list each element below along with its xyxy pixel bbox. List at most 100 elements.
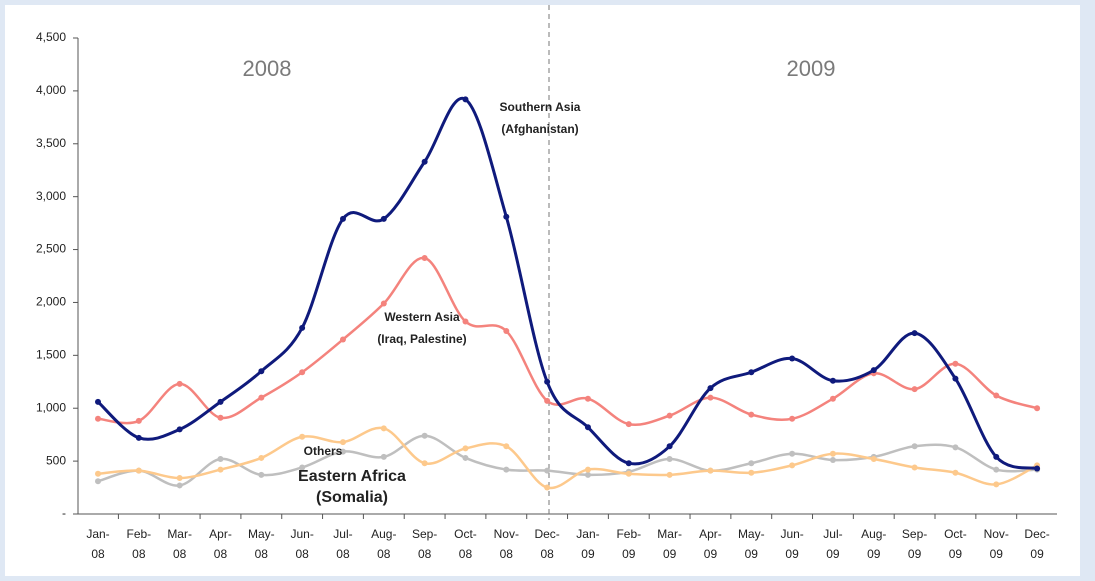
data-point xyxy=(135,467,142,474)
data-point xyxy=(380,425,387,432)
data-point xyxy=(544,467,551,474)
series-line xyxy=(97,434,1038,487)
data-point xyxy=(299,369,306,376)
x-tick-label: May-08 xyxy=(248,527,275,561)
data-point xyxy=(339,448,346,455)
data-point xyxy=(421,432,428,439)
data-point xyxy=(217,455,224,462)
data-point xyxy=(462,445,469,452)
data-point xyxy=(789,415,796,422)
data-point xyxy=(829,377,836,384)
data-point xyxy=(748,411,755,418)
data-point xyxy=(503,443,510,450)
x-tick-label: Aug-08 xyxy=(371,527,396,561)
x-tick-label: Sep-08 xyxy=(412,527,437,561)
data-point xyxy=(380,453,387,460)
x-tick-label: Sep-09 xyxy=(902,527,927,561)
y-tick-label: 1,000 xyxy=(36,400,66,414)
data-point xyxy=(299,464,306,471)
data-point xyxy=(870,455,877,462)
data-point xyxy=(911,386,918,393)
data-point xyxy=(789,450,796,457)
data-point xyxy=(952,469,959,476)
data-point xyxy=(993,453,1000,460)
data-point xyxy=(666,412,673,419)
data-point xyxy=(789,355,796,362)
data-point xyxy=(503,213,510,220)
data-point xyxy=(380,215,387,222)
year-label: 2008 xyxy=(243,56,292,81)
x-tick-label: Jun-09 xyxy=(780,527,803,561)
data-point xyxy=(421,158,428,165)
data-point xyxy=(584,395,591,402)
x-tick-label: Jul-09 xyxy=(823,527,842,561)
data-point xyxy=(748,369,755,376)
x-tick-label: Mar-08 xyxy=(167,527,192,561)
data-point xyxy=(666,443,673,450)
plot-background xyxy=(5,5,1080,576)
data-point xyxy=(829,457,836,464)
data-point xyxy=(911,330,918,337)
data-point xyxy=(176,482,183,489)
data-point xyxy=(176,475,183,482)
x-tick-label: Jan-08 xyxy=(86,527,109,561)
y-tick-label: 2,500 xyxy=(36,242,66,256)
data-point xyxy=(380,300,387,307)
x-tick-label: Mar-09 xyxy=(657,527,682,561)
series-label: Southern Asia (Afghanistan) xyxy=(500,100,581,136)
data-point xyxy=(176,426,183,433)
x-tick-label: Nov-08 xyxy=(494,527,519,561)
data-point xyxy=(217,398,224,405)
data-point xyxy=(462,454,469,461)
data-point xyxy=(176,380,183,387)
series-label: Eastern Africa (Somalia) xyxy=(298,468,406,506)
data-point xyxy=(95,398,101,405)
data-point xyxy=(625,421,632,428)
data-point xyxy=(217,414,224,421)
data-point xyxy=(135,417,142,424)
x-tick-label: Feb-08 xyxy=(126,527,151,561)
data-point xyxy=(748,469,755,476)
y-tick-label: 500 xyxy=(46,453,66,467)
data-point xyxy=(503,328,510,335)
data-point xyxy=(584,424,591,431)
x-tick-label: Oct-09 xyxy=(944,527,967,561)
data-point xyxy=(707,385,714,392)
data-point xyxy=(339,336,346,343)
data-point xyxy=(625,470,632,477)
data-point xyxy=(911,464,918,471)
data-point xyxy=(544,378,551,385)
year-label: 2009 xyxy=(787,56,836,81)
data-point xyxy=(707,394,714,401)
data-point xyxy=(625,460,632,467)
data-point xyxy=(666,471,673,478)
y-tick-label: 4,500 xyxy=(36,30,66,44)
data-point xyxy=(911,443,918,450)
x-tick-label: Apr-09 xyxy=(699,527,722,561)
data-point xyxy=(462,318,469,325)
data-point xyxy=(748,460,755,467)
data-point xyxy=(421,255,428,262)
data-point xyxy=(829,395,836,402)
data-point xyxy=(1034,465,1041,472)
data-point xyxy=(952,375,959,382)
data-point xyxy=(299,433,306,440)
y-tick-label: 3,500 xyxy=(36,136,66,150)
data-point xyxy=(258,471,265,478)
data-point xyxy=(135,434,142,441)
data-point xyxy=(666,455,673,462)
x-tick-label: Nov-09 xyxy=(984,527,1009,561)
data-point xyxy=(95,415,101,422)
data-point xyxy=(339,215,346,222)
y-tick-label: 4,000 xyxy=(36,83,66,97)
data-point xyxy=(258,368,265,375)
series-label: Others xyxy=(304,444,343,458)
data-point xyxy=(462,96,469,103)
data-point xyxy=(870,367,877,374)
y-tick-label: 3,000 xyxy=(36,189,66,203)
data-point xyxy=(707,467,714,474)
x-tick-label: May-09 xyxy=(738,527,765,561)
y-tick-label: 1,500 xyxy=(36,348,66,362)
x-tick-label: Apr-08 xyxy=(209,527,232,561)
